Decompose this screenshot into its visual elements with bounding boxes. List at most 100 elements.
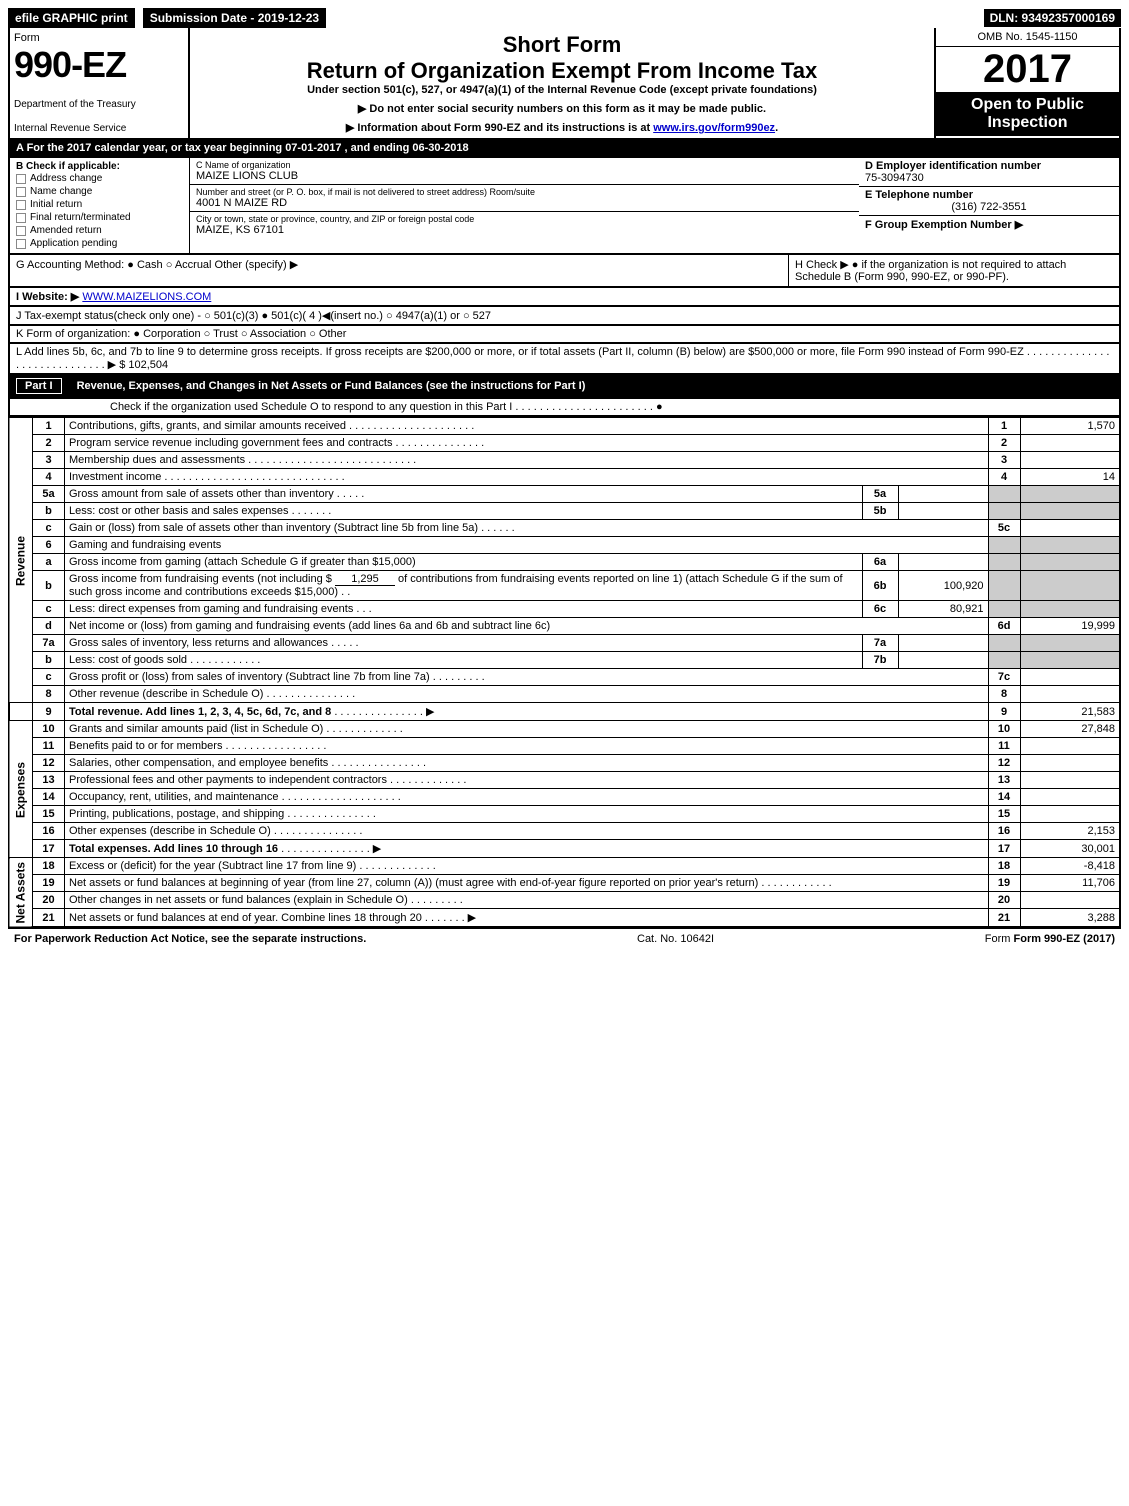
ln: 1	[33, 418, 65, 435]
efile-print[interactable]: efile GRAPHIC print	[8, 8, 135, 28]
group-exemption-label: F Group Exemption Number ▶	[865, 218, 1113, 231]
line-value	[1020, 755, 1120, 772]
mid-code: 7a	[862, 635, 898, 652]
line-value: 14	[1020, 469, 1120, 486]
cb-initial-return[interactable]: Initial return	[16, 198, 183, 211]
ln: 4	[33, 469, 65, 486]
section-def: D Employer identification number 75-3094…	[859, 158, 1119, 253]
shaded	[988, 635, 1020, 652]
cb-amended-return[interactable]: Amended return	[16, 224, 183, 237]
line-code: 5c	[988, 520, 1020, 537]
ln: 16	[33, 823, 65, 840]
mid-value: 100,920	[898, 571, 988, 601]
note-info-text: ▶ Information about Form 990-EZ and its …	[346, 122, 653, 134]
line-desc: Less: direct expenses from gaming and fu…	[69, 603, 353, 615]
form-header: Form 990-EZ Department of the Treasury I…	[8, 28, 1121, 140]
mid-code: 6b	[862, 571, 898, 601]
page-footer: For Paperwork Reduction Act Notice, see …	[8, 928, 1121, 949]
line-desc: Less: cost or other basis and sales expe…	[69, 505, 289, 517]
line-desc: Excess or (deficit) for the year (Subtra…	[69, 860, 356, 872]
line-code: 9	[988, 703, 1020, 721]
line-j: J Tax-exempt status(check only one) - ○ …	[8, 307, 1121, 326]
part1-tag: Part I	[16, 378, 62, 394]
line-value	[1020, 789, 1120, 806]
line-value	[1020, 806, 1120, 823]
mid-code: 6c	[862, 601, 898, 618]
website-link[interactable]: WWW.MAIZELIONS.COM	[82, 291, 211, 303]
section-c: C Name of organization MAIZE LIONS CLUB …	[190, 158, 859, 253]
line-desc: Gross sales of inventory, less returns a…	[69, 637, 328, 649]
line-desc: Other expenses (describe in Schedule O)	[69, 825, 271, 837]
ln: 18	[33, 858, 65, 875]
line-code: 19	[988, 875, 1020, 892]
shaded	[1020, 601, 1120, 618]
ln: b	[33, 503, 65, 520]
cb-name-change[interactable]: Name change	[16, 185, 183, 198]
submission-date: Submission Date - 2019-12-23	[143, 8, 326, 28]
line-a-period: A For the 2017 calendar year, or tax yea…	[8, 140, 1121, 158]
line-desc: Gross income from gaming (attach Schedul…	[65, 554, 863, 571]
line-value	[1020, 738, 1120, 755]
ln: b	[33, 652, 65, 669]
line-code: 10	[988, 721, 1020, 738]
shaded	[1020, 652, 1120, 669]
ln: 20	[33, 892, 65, 909]
line-code: 3	[988, 452, 1020, 469]
ln: 11	[33, 738, 65, 755]
line-code: 2	[988, 435, 1020, 452]
line-desc: Salaries, other compensation, and employ…	[69, 757, 328, 769]
line-code: 21	[988, 909, 1020, 928]
form990ez-link[interactable]: www.irs.gov/form990ez	[653, 122, 775, 134]
ln: c	[33, 520, 65, 537]
line-desc: Net assets or fund balances at end of ye…	[69, 912, 422, 924]
identity-block: B Check if applicable: Address change Na…	[8, 158, 1121, 255]
cb-label: Address change	[30, 173, 102, 184]
line-value: -8,418	[1020, 858, 1120, 875]
line-code: 13	[988, 772, 1020, 789]
line-desc: Other changes in net assets or fund bala…	[69, 894, 408, 906]
line-code: 17	[988, 840, 1020, 858]
line-desc: Total revenue. Add lines 1, 2, 3, 4, 5c,…	[69, 706, 331, 718]
ln: 8	[33, 686, 65, 703]
line-g: G Accounting Method: ● Cash ○ Accrual Ot…	[10, 255, 789, 286]
shaded	[1020, 571, 1120, 601]
website-label: I Website: ▶	[16, 291, 79, 303]
line-l: L Add lines 5b, 6c, and 7b to line 9 to …	[8, 344, 1121, 375]
phone-value: (316) 722-3551	[865, 201, 1113, 213]
city-label: City or town, state or province, country…	[196, 214, 853, 224]
line-code: 6d	[988, 618, 1020, 635]
open-public: Open to Public Inspection	[936, 92, 1119, 136]
shaded	[988, 503, 1020, 520]
cb-label: Application pending	[30, 238, 117, 249]
line-desc: Net assets or fund balances at beginning…	[69, 877, 758, 889]
line-desc: Contributions, gifts, grants, and simila…	[69, 420, 346, 432]
cb-address-change[interactable]: Address change	[16, 172, 183, 185]
line-code: 16	[988, 823, 1020, 840]
org-name-label: C Name of organization	[196, 160, 853, 170]
cb-label: Final return/terminated	[30, 212, 131, 223]
form-ref-text: Form 990-EZ (2017)	[1014, 933, 1115, 945]
part1-table: Revenue 1 Contributions, gifts, grants, …	[8, 417, 1121, 928]
ln: c	[33, 601, 65, 618]
line-value	[1020, 435, 1120, 452]
ln: 7a	[33, 635, 65, 652]
phone-label: E Telephone number	[865, 189, 1113, 201]
cb-final-return[interactable]: Final return/terminated	[16, 211, 183, 224]
ln: 19	[33, 875, 65, 892]
line-desc: Grants and similar amounts paid (list in…	[69, 723, 323, 735]
line-value: 27,848	[1020, 721, 1120, 738]
catalog-number: Cat. No. 10642I	[637, 933, 714, 945]
line-desc: Other revenue (describe in Schedule O)	[69, 688, 263, 700]
line-gh: G Accounting Method: ● Cash ○ Accrual Ot…	[8, 255, 1121, 288]
ein-label: D Employer identification number	[865, 160, 1113, 172]
dln: DLN: 93492357000169	[984, 9, 1121, 27]
ln: 10	[33, 721, 65, 738]
part1-title: Revenue, Expenses, and Changes in Net As…	[77, 380, 586, 392]
mid-value	[898, 554, 988, 571]
line-value	[1020, 686, 1120, 703]
ln: 9	[33, 703, 65, 721]
cb-application-pending[interactable]: Application pending	[16, 237, 183, 250]
line-desc: Net income or (loss) from gaming and fun…	[65, 618, 989, 635]
ln: 12	[33, 755, 65, 772]
irs-label: Internal Revenue Service	[14, 123, 184, 134]
